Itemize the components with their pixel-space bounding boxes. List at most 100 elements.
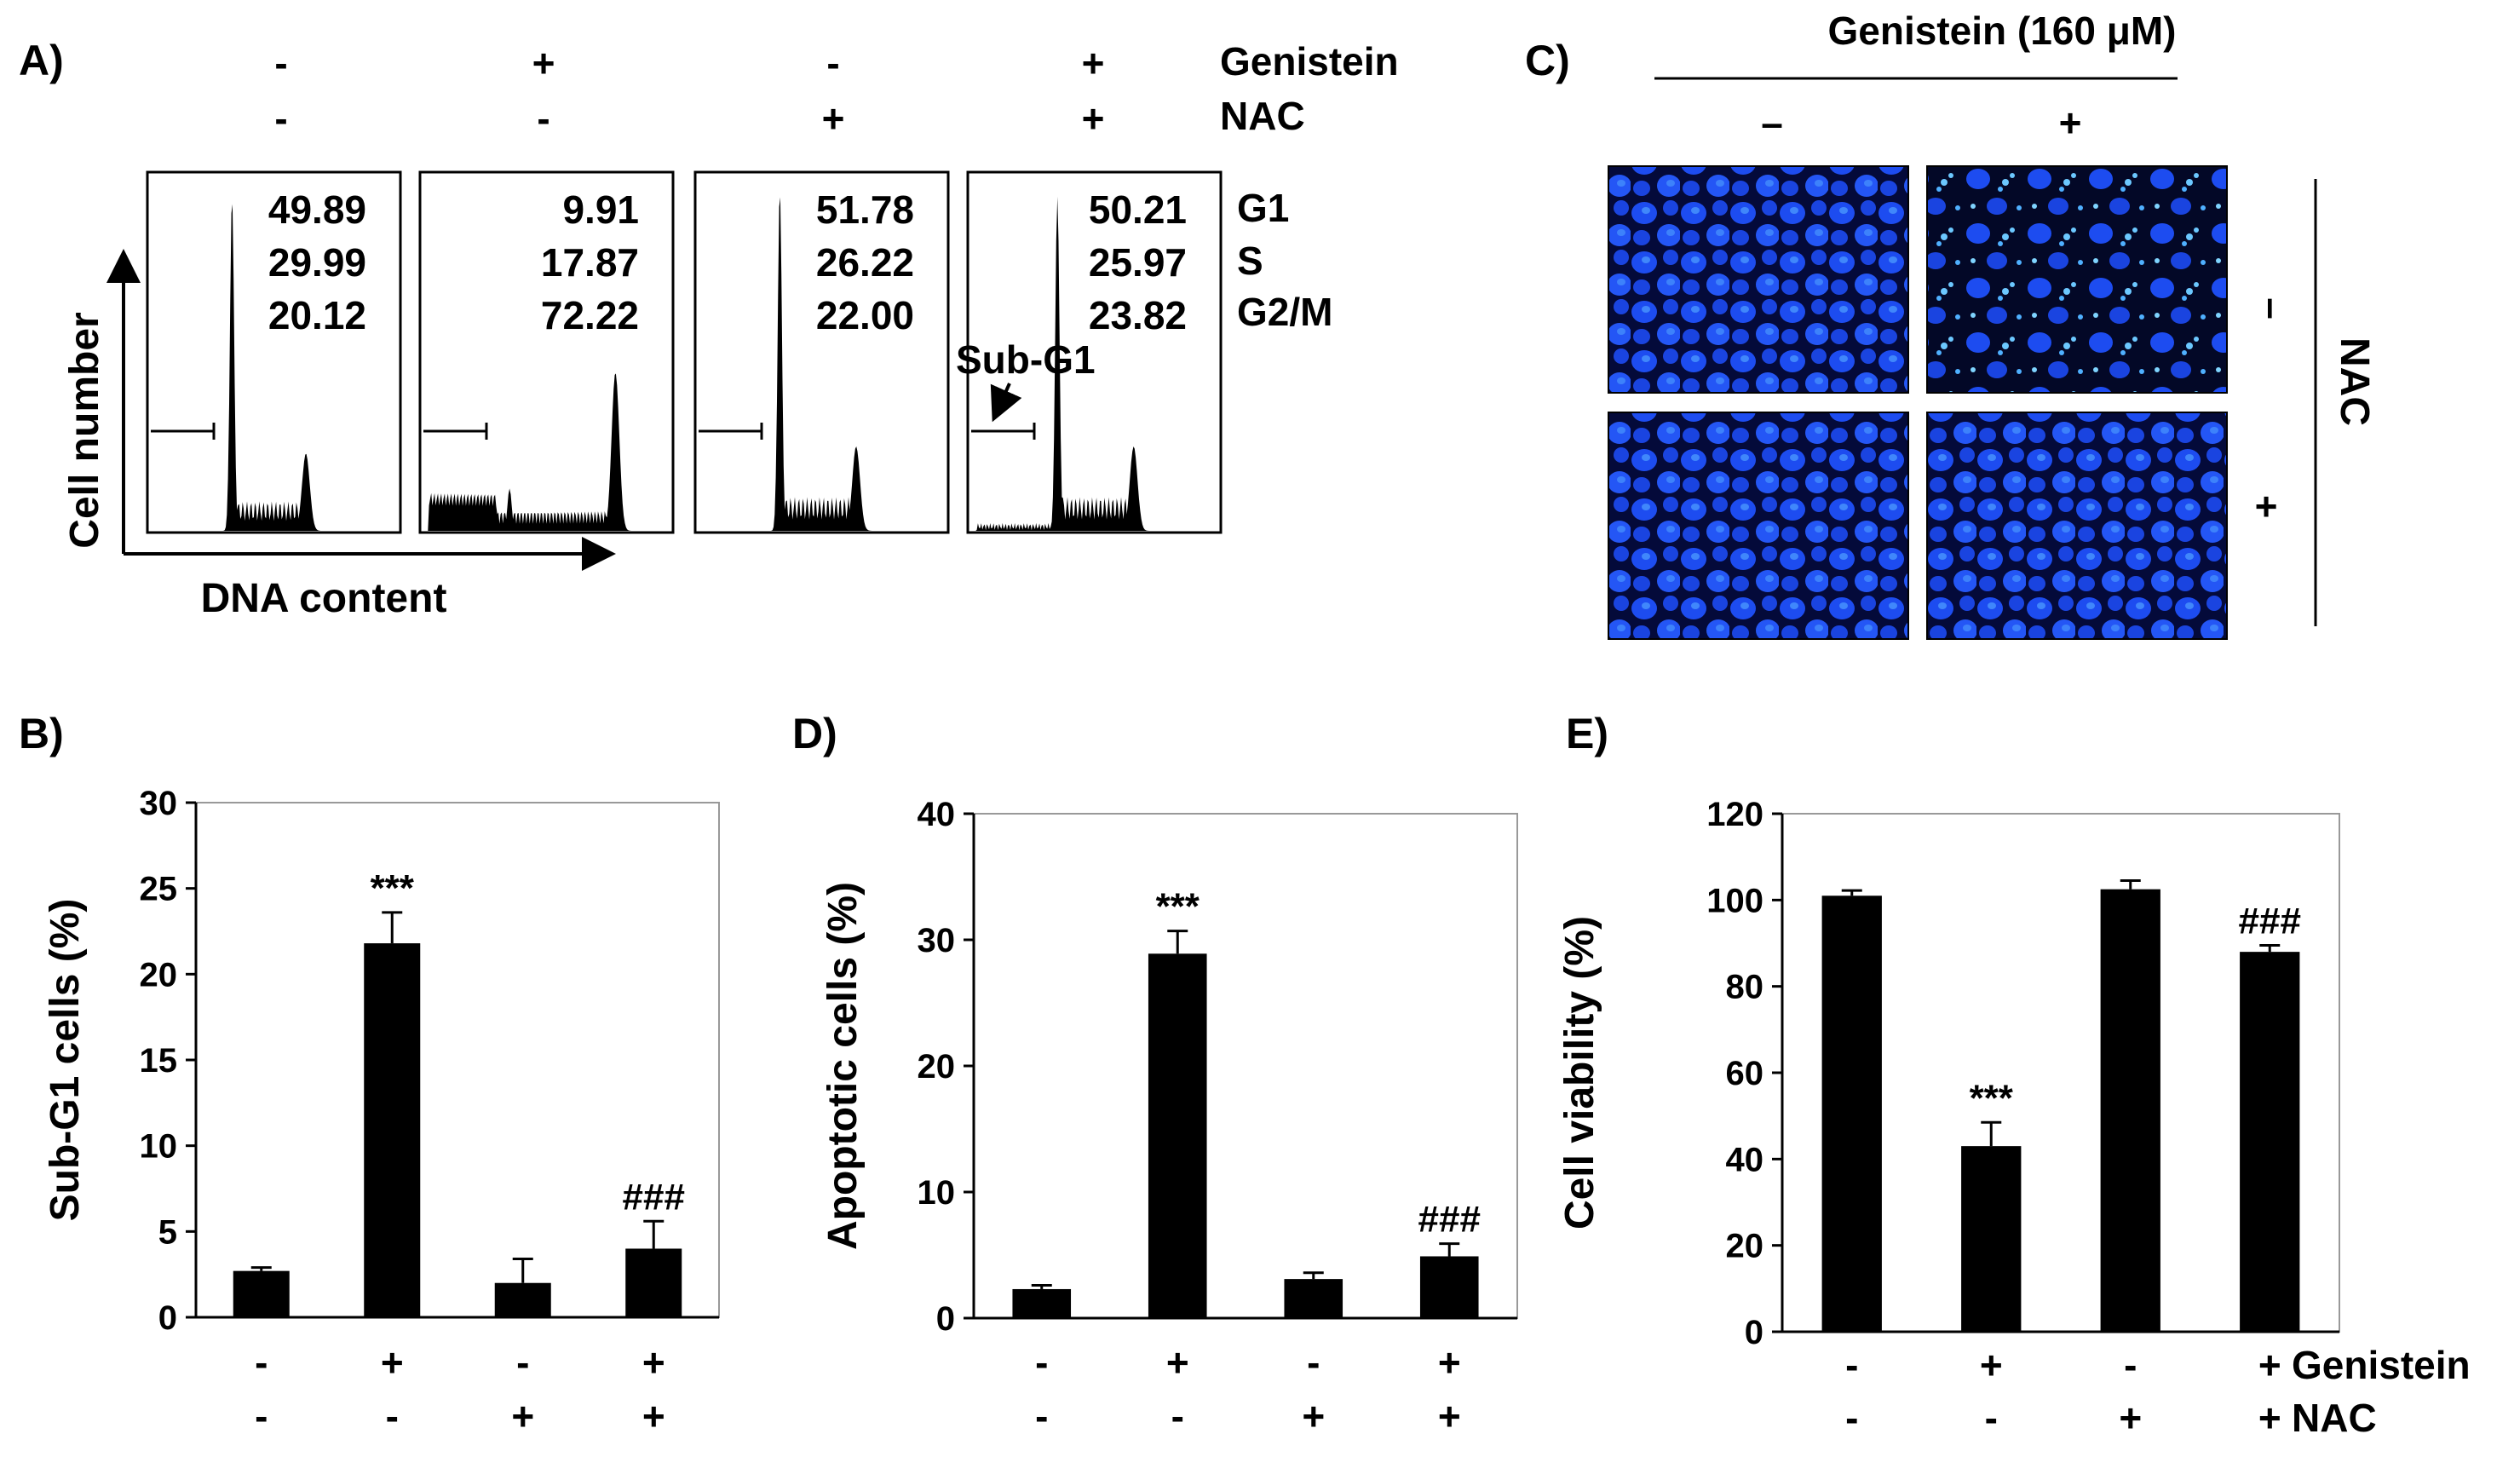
panel-c-nac-label: NAC bbox=[2332, 337, 2377, 426]
panel-a-genistein-label: Genistein bbox=[1220, 39, 1399, 84]
panel-a: A) - + - + - - + + Genistein NAC 49.89 29.99 20.… bbox=[19, 37, 1399, 621]
genistein-sign: - bbox=[516, 1340, 529, 1385]
y-tick-label: 0 bbox=[1745, 1314, 1763, 1351]
phase-percentage: 51.78 bbox=[816, 187, 914, 232]
genistein-sign: - bbox=[255, 1340, 268, 1385]
phase-percentage: 50.21 bbox=[1089, 187, 1187, 232]
histogram-frame bbox=[146, 170, 402, 534]
y-tick-label: 30 bbox=[918, 922, 956, 959]
panel-a-nac-sign: - bbox=[274, 96, 287, 141]
y-tick-label: 10 bbox=[918, 1174, 956, 1212]
histogram-frame bbox=[966, 170, 1223, 534]
nac-sign: + bbox=[642, 1394, 665, 1438]
genistein-sign: + bbox=[1438, 1340, 1461, 1385]
phase-percentage: 22.00 bbox=[816, 293, 914, 337]
nac-sign: - bbox=[1985, 1396, 1998, 1440]
panel-a-genistein-sign: + bbox=[1082, 41, 1105, 85]
bar bbox=[1821, 896, 1882, 1332]
genistein-sign: - bbox=[1845, 1343, 1858, 1387]
micrograph-genistein bbox=[1926, 165, 2228, 394]
bar bbox=[1148, 953, 1207, 1318]
histogram-4: 50.21 25.97 23.82 bbox=[966, 170, 1223, 534]
chart-e: E) 0 20 40 60 80 100 120 Cell viability (%) - - ***… bbox=[1557, 710, 2471, 1440]
phase-label-g1: G1 bbox=[1237, 186, 1289, 230]
row-label-nac: NAC bbox=[2292, 1396, 2377, 1440]
phase-label-g2m: G2/M bbox=[1237, 290, 1332, 334]
histogram-frame bbox=[418, 170, 675, 534]
genistein-sign: + bbox=[1166, 1340, 1189, 1385]
panel-a-genistein-signs: - + - + bbox=[274, 41, 1104, 85]
y-tick-label: 40 bbox=[918, 796, 956, 833]
flow-histograms: 49.89 29.99 20.12 9.91 17.87 72.22 51.78 26.22 2… bbox=[146, 170, 1223, 534]
chart-b: B) 0 5 10 15 20 25 30 Sub-G1 cells (%) - - *** + - - + #… bbox=[19, 710, 720, 1438]
nac-sign: - bbox=[386, 1394, 399, 1438]
phase-percentage: 23.82 bbox=[1089, 293, 1187, 337]
significance-label: *** bbox=[1970, 1077, 2014, 1119]
bar bbox=[2100, 889, 2160, 1332]
y-tick-label: 120 bbox=[1706, 796, 1763, 833]
y-axis-label: Apoptotic cells (%) bbox=[820, 882, 866, 1250]
plot-frame bbox=[973, 813, 1518, 1319]
phase-percentage: 20.12 bbox=[268, 293, 366, 337]
panel-c-col-sign-plus: + bbox=[2059, 101, 2082, 145]
panel-c-col-sign-minus: – bbox=[1761, 101, 1783, 145]
bar bbox=[625, 1248, 682, 1317]
phase-percentage: 72.22 bbox=[541, 293, 639, 337]
panel-c: C) Genistein (160 μM) – + – + NAC bbox=[1525, 9, 2377, 640]
nac-sign: - bbox=[255, 1394, 268, 1438]
panel-a-letter: A) bbox=[19, 37, 64, 84]
y-tick-label: 60 bbox=[1726, 1055, 1764, 1092]
y-tick-label: 20 bbox=[1726, 1228, 1764, 1265]
y-tick-label: 20 bbox=[140, 956, 178, 993]
bar bbox=[494, 1282, 551, 1317]
nac-sign: + bbox=[1438, 1394, 1461, 1438]
micrograph-control bbox=[1608, 165, 1909, 394]
panel-c-row-sign-minus: – bbox=[2251, 297, 2295, 320]
histogram-profile bbox=[423, 373, 670, 531]
panel-c-row-sign-plus: + bbox=[2255, 484, 2278, 528]
bar bbox=[233, 1270, 290, 1317]
y-tick-label: 40 bbox=[1726, 1141, 1764, 1178]
y-axis-label-cell-number: Cell number bbox=[62, 312, 107, 548]
phase-percentage: 29.99 bbox=[268, 240, 366, 285]
row-label-genistein: Genistein bbox=[2292, 1343, 2471, 1387]
nac-sign: - bbox=[1845, 1396, 1858, 1440]
y-tick-label: 0 bbox=[158, 1299, 177, 1337]
nac-sign: + bbox=[2119, 1396, 2142, 1440]
chart-letter: D) bbox=[792, 710, 837, 757]
significance-label: ### bbox=[2239, 901, 2301, 942]
significance-label: *** bbox=[371, 867, 415, 909]
y-tick-label: 80 bbox=[1726, 969, 1764, 1006]
significance-label: ### bbox=[623, 1176, 685, 1218]
bar bbox=[2240, 952, 2300, 1332]
sub-g1-label: Sub-G1 bbox=[956, 337, 1096, 382]
x-axis-label-dna-content: DNA content bbox=[201, 576, 447, 621]
bar bbox=[364, 943, 421, 1317]
y-tick-label: 30 bbox=[140, 785, 178, 822]
panel-a-nac-signs: - - + + bbox=[274, 96, 1104, 141]
genistein-sign: + bbox=[381, 1340, 404, 1385]
panel-a-nac-label: NAC bbox=[1220, 94, 1305, 138]
histogram-frame bbox=[693, 170, 950, 534]
y-tick-label: 0 bbox=[936, 1300, 955, 1338]
bar bbox=[1961, 1146, 2022, 1332]
y-axis-label: Cell viability (%) bbox=[1557, 916, 1602, 1230]
bar-charts: B) 0 5 10 15 20 25 30 Sub-G1 cells (%) - - *** + - - + #… bbox=[19, 710, 2471, 1440]
nac-sign: - bbox=[1171, 1394, 1184, 1438]
genistein-sign: - bbox=[1035, 1340, 1048, 1385]
nac-sign: + bbox=[1302, 1394, 1325, 1438]
plot-frame bbox=[195, 802, 720, 1318]
phase-percentage: 26.22 bbox=[816, 240, 914, 285]
y-tick-label: 25 bbox=[140, 871, 178, 908]
histogram-3: 51.78 26.22 22.00 bbox=[693, 170, 950, 534]
phase-percentage: 9.91 bbox=[562, 187, 639, 232]
panel-a-genistein-sign: - bbox=[274, 41, 287, 85]
significance-label: ### bbox=[1418, 1199, 1481, 1241]
nac-sign: + bbox=[2258, 1396, 2281, 1440]
bar bbox=[1419, 1256, 1479, 1318]
phase-label-s: S bbox=[1237, 239, 1263, 283]
chart-letter: E) bbox=[1566, 710, 1608, 757]
genistein-sign: - bbox=[2124, 1343, 2137, 1387]
y-tick-label: 10 bbox=[140, 1128, 178, 1166]
